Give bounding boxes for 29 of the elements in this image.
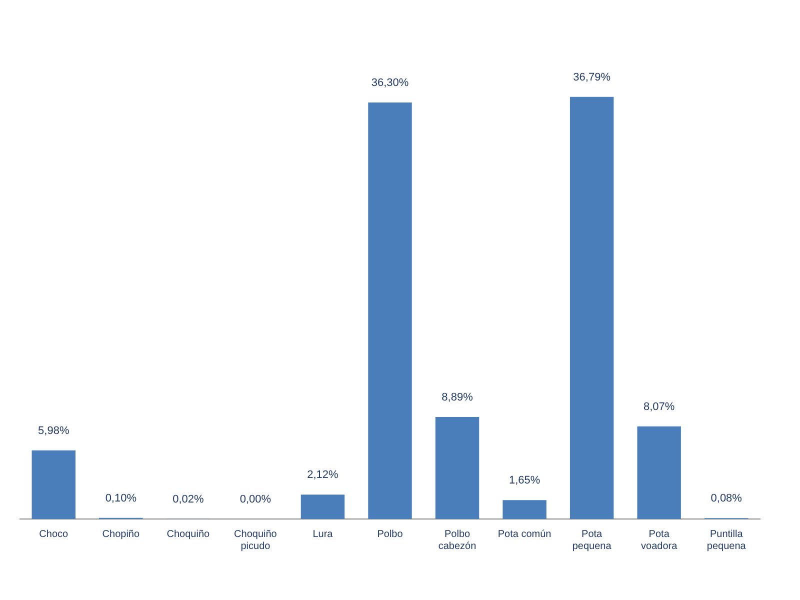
x-tick-label: Lura <box>312 528 334 540</box>
x-tick-label: Choquiño picudo <box>234 528 278 552</box>
data-label: 8,89% <box>442 392 474 404</box>
bar <box>368 102 412 519</box>
data-label: 1,65% <box>508 474 540 487</box>
x-tick-label: Puntilla pequena <box>706 528 746 552</box>
x-tick-label: Pota voadora <box>641 528 678 552</box>
bar <box>435 416 480 519</box>
x-tick-label: Pota pequena <box>572 528 612 552</box>
data-label: 8,07% <box>643 400 675 413</box>
x-tick-label: Chopiño <box>102 528 140 540</box>
x-tick-label: Polbo cabezón <box>438 528 476 552</box>
x-tick-label: Choquiño <box>166 528 210 540</box>
data-label: 2,12% <box>307 469 339 482</box>
bar <box>300 494 345 519</box>
bar <box>570 96 614 519</box>
x-tick-label: Choco <box>39 528 69 540</box>
data-label: 36,79% <box>573 71 611 84</box>
data-label: 0,00% <box>240 494 272 506</box>
data-label: 5,98% <box>38 424 70 437</box>
data-label: 0,08% <box>710 492 742 505</box>
data-label: 0,02% <box>172 493 204 506</box>
data-label: 36,30% <box>371 76 409 89</box>
x-tick-label: Pota común <box>498 528 552 540</box>
data-label: 0,10% <box>105 492 137 504</box>
bar <box>637 426 681 519</box>
bar <box>32 450 76 519</box>
bar <box>502 500 546 519</box>
x-tick-label: Polbo <box>377 528 404 540</box>
